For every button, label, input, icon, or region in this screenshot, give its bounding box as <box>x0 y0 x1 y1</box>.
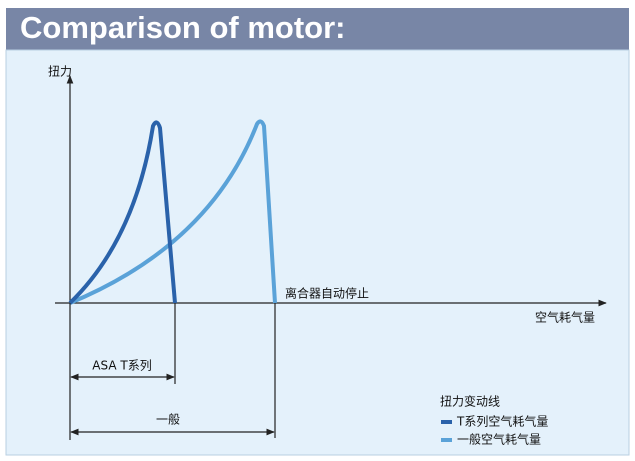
dim-label: 一般 <box>156 412 180 427</box>
t-series-curve <box>68 120 177 305</box>
stop-label: 离合器自动停止 <box>285 286 369 301</box>
legend-swatch <box>441 438 452 442</box>
header-bar <box>6 8 629 50</box>
legend-title: 扭力变动线 <box>440 394 500 409</box>
legend-item: 一般空气耗气量 <box>457 432 541 447</box>
legend-item: T系列空气耗气量 <box>456 414 548 429</box>
general-curve <box>69 119 277 305</box>
dim-label: ASA T系列 <box>92 359 151 373</box>
x-axis-label: 空气耗气量 <box>535 310 595 325</box>
y-axis-label: 扭力 <box>48 65 72 79</box>
legend-swatch <box>441 420 452 424</box>
panel <box>5 49 630 456</box>
header-title: Comparison of motor: <box>20 10 346 45</box>
